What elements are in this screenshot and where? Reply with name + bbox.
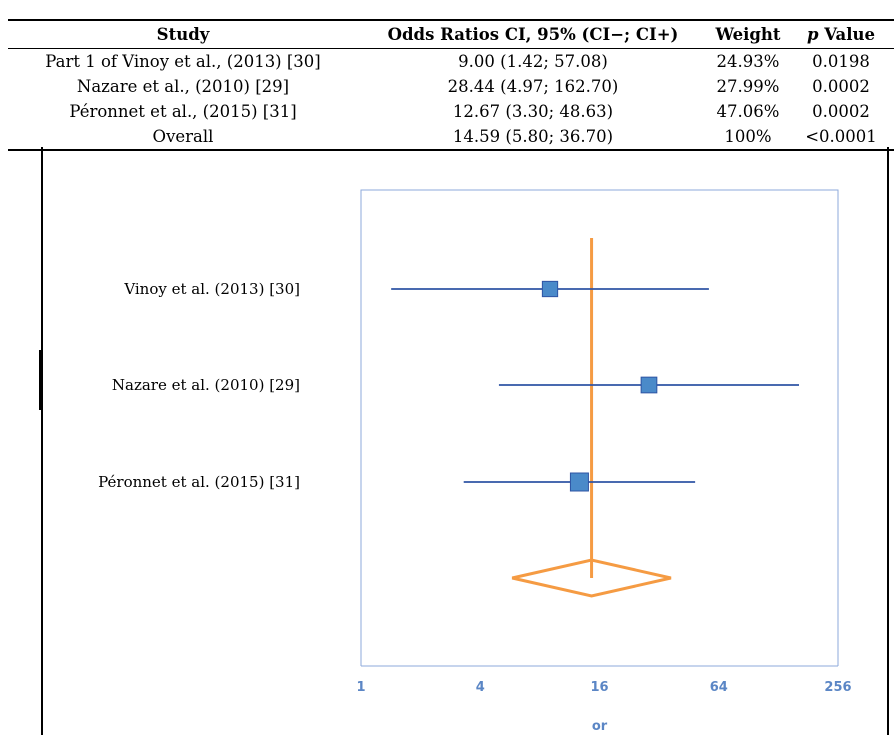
cell-weight: 27.99% [716,77,780,96]
odds-ratio-marker [541,280,559,298]
cell-p-value: 0.0002 [812,77,870,96]
cell-p-value: 0.0002 [812,102,870,121]
header-weight: Weight [708,19,788,49]
study-label: Péronnet et al. (2015) [31] [98,473,300,491]
cell-odds-ratio: 9.00 (1.42; 57.08) [458,52,608,71]
cell-odds-ratio: 28.44 (4.97; 162.70) [447,77,619,96]
x-tick-label: 4 [476,680,485,695]
study-label: Vinoy et al. (2013) [30] [123,280,300,298]
header-p-italic: p [806,25,819,44]
cell-study: Overall [8,124,358,151]
x-tick-label: 1 [356,680,365,695]
cell-odds-ratio: 12.67 (3.30; 48.63) [452,102,614,121]
table-row: Nazare et al., (2010) [29] 28.44 (4.97; … [8,74,894,99]
table-row-overall: Overall 14.59 (5.80; 36.70) 100% <0.0001 [8,124,894,151]
header-odds-ratio: Odds Ratios CI, 95% (CI−; CI+) [358,19,708,49]
cell-weight: 24.93% [716,52,780,71]
cell-p-value: <0.0001 [788,124,894,151]
odds-ratio-marker [640,376,658,394]
table-row: Part 1 of Vinoy et al., (2013) [30] 9.00… [8,49,894,75]
cell-study: Péronnet et al., (2015) [31] [69,102,297,121]
odds-ratio-marker [569,472,589,492]
cell-study: Nazare et al., (2010) [29] [76,77,290,96]
cell-weight: 100% [708,124,788,151]
header-p-rest: Value [818,25,876,44]
cell-p-value: 0.0198 [812,52,870,71]
figure-left-border-notch [39,350,41,410]
header-p-value: p Value [788,19,894,49]
cell-weight: 47.06% [716,102,780,121]
plot-area-border [360,189,839,666]
x-axis-title: or [592,719,608,734]
cell-study: Part 1 of Vinoy et al., (2013) [30] [45,52,321,71]
figure-left-border [41,147,43,735]
study-table: Study Odds Ratios CI, 95% (CI−; CI+) Wei… [8,19,894,151]
table-header-row: Study Odds Ratios CI, 95% (CI−; CI+) Wei… [8,19,894,49]
study-label: Nazare et al. (2010) [29] [112,376,300,394]
figure-right-border [887,147,889,735]
x-tick-label: 64 [710,680,728,695]
table-row: Péronnet et al., (2015) [31] 12.67 (3.30… [8,99,894,124]
header-study: Study [8,19,358,49]
x-tick-label: 256 [824,680,851,695]
cell-odds-ratio: 14.59 (5.80; 36.70) [358,124,708,151]
x-tick-label: 16 [590,680,608,695]
overall-effect-diamond [511,558,672,598]
